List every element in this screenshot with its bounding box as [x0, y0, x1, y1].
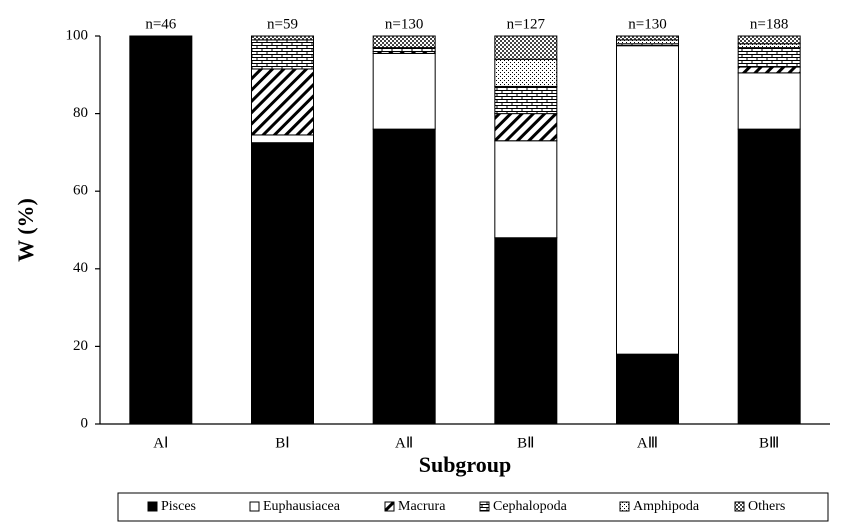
bar-segment [494, 85, 558, 115]
sample-size: n=59 [267, 16, 298, 32]
bar-segment [737, 128, 801, 425]
legend-label: Pisces [161, 499, 196, 514]
bar-segment [737, 72, 801, 130]
legend-swatch [384, 501, 395, 512]
y-tick-label: 0 [81, 415, 89, 431]
bar-segment [616, 353, 679, 425]
sample-size: n=188 [750, 16, 788, 32]
sample-size: n=46 [145, 16, 176, 32]
x-tick-label: BⅠ [275, 435, 289, 451]
legend-swatch [734, 501, 745, 512]
bar-segment [494, 58, 558, 87]
bar-segment [737, 47, 801, 68]
bar-segment [616, 35, 679, 41]
bar-segment [737, 35, 801, 45]
bar-segment [129, 35, 193, 425]
legend-label: Amphipoda [633, 499, 700, 514]
legend-swatch [147, 501, 158, 512]
bar-segment [251, 134, 314, 144]
sample-size: n=130 [628, 16, 666, 32]
legend-swatch [619, 501, 630, 512]
bar-segment [616, 45, 679, 355]
bar-segment [372, 35, 436, 49]
bar-segment [737, 66, 801, 74]
bar-segment [494, 113, 558, 142]
legend-label: Cephalopoda [493, 499, 568, 514]
x-tick-label: AⅢ [637, 435, 658, 451]
sample-size: n=127 [507, 16, 546, 32]
bar-segment [251, 68, 314, 136]
bar-segment [494, 35, 558, 60]
legend-label: Macrura [398, 499, 446, 514]
y-tick-label: 20 [73, 338, 88, 354]
bar-segment [251, 39, 314, 70]
legend-swatch [249, 501, 260, 512]
bar-segment [251, 142, 314, 425]
legend-label: Euphausiacea [263, 499, 341, 514]
legend-label: Others [748, 499, 785, 514]
x-tick-label: AⅡ [395, 435, 413, 451]
bar-segment [251, 35, 314, 41]
bar-segment [737, 43, 801, 49]
y-axis-title: W (%) [13, 198, 38, 262]
bar-segment [372, 128, 436, 425]
bar-segment [372, 47, 436, 53]
legend-swatch [479, 501, 490, 512]
x-tick-label: AⅠ [153, 435, 168, 451]
y-tick-label: 100 [66, 27, 89, 43]
x-tick-label: BⅢ [759, 435, 779, 451]
bar-segment [616, 39, 679, 45]
y-tick-label: 40 [73, 260, 88, 276]
legend-box [117, 492, 829, 522]
x-axis-title: Subgroup [419, 452, 512, 477]
x-tick-label: BⅡ [517, 435, 534, 451]
y-tick-label: 60 [73, 183, 88, 199]
sample-size: n=130 [385, 16, 423, 32]
bar-segment [372, 52, 436, 130]
bar-segment [494, 140, 558, 239]
y-tick-label: 80 [73, 105, 88, 121]
bar-segment [494, 237, 558, 425]
